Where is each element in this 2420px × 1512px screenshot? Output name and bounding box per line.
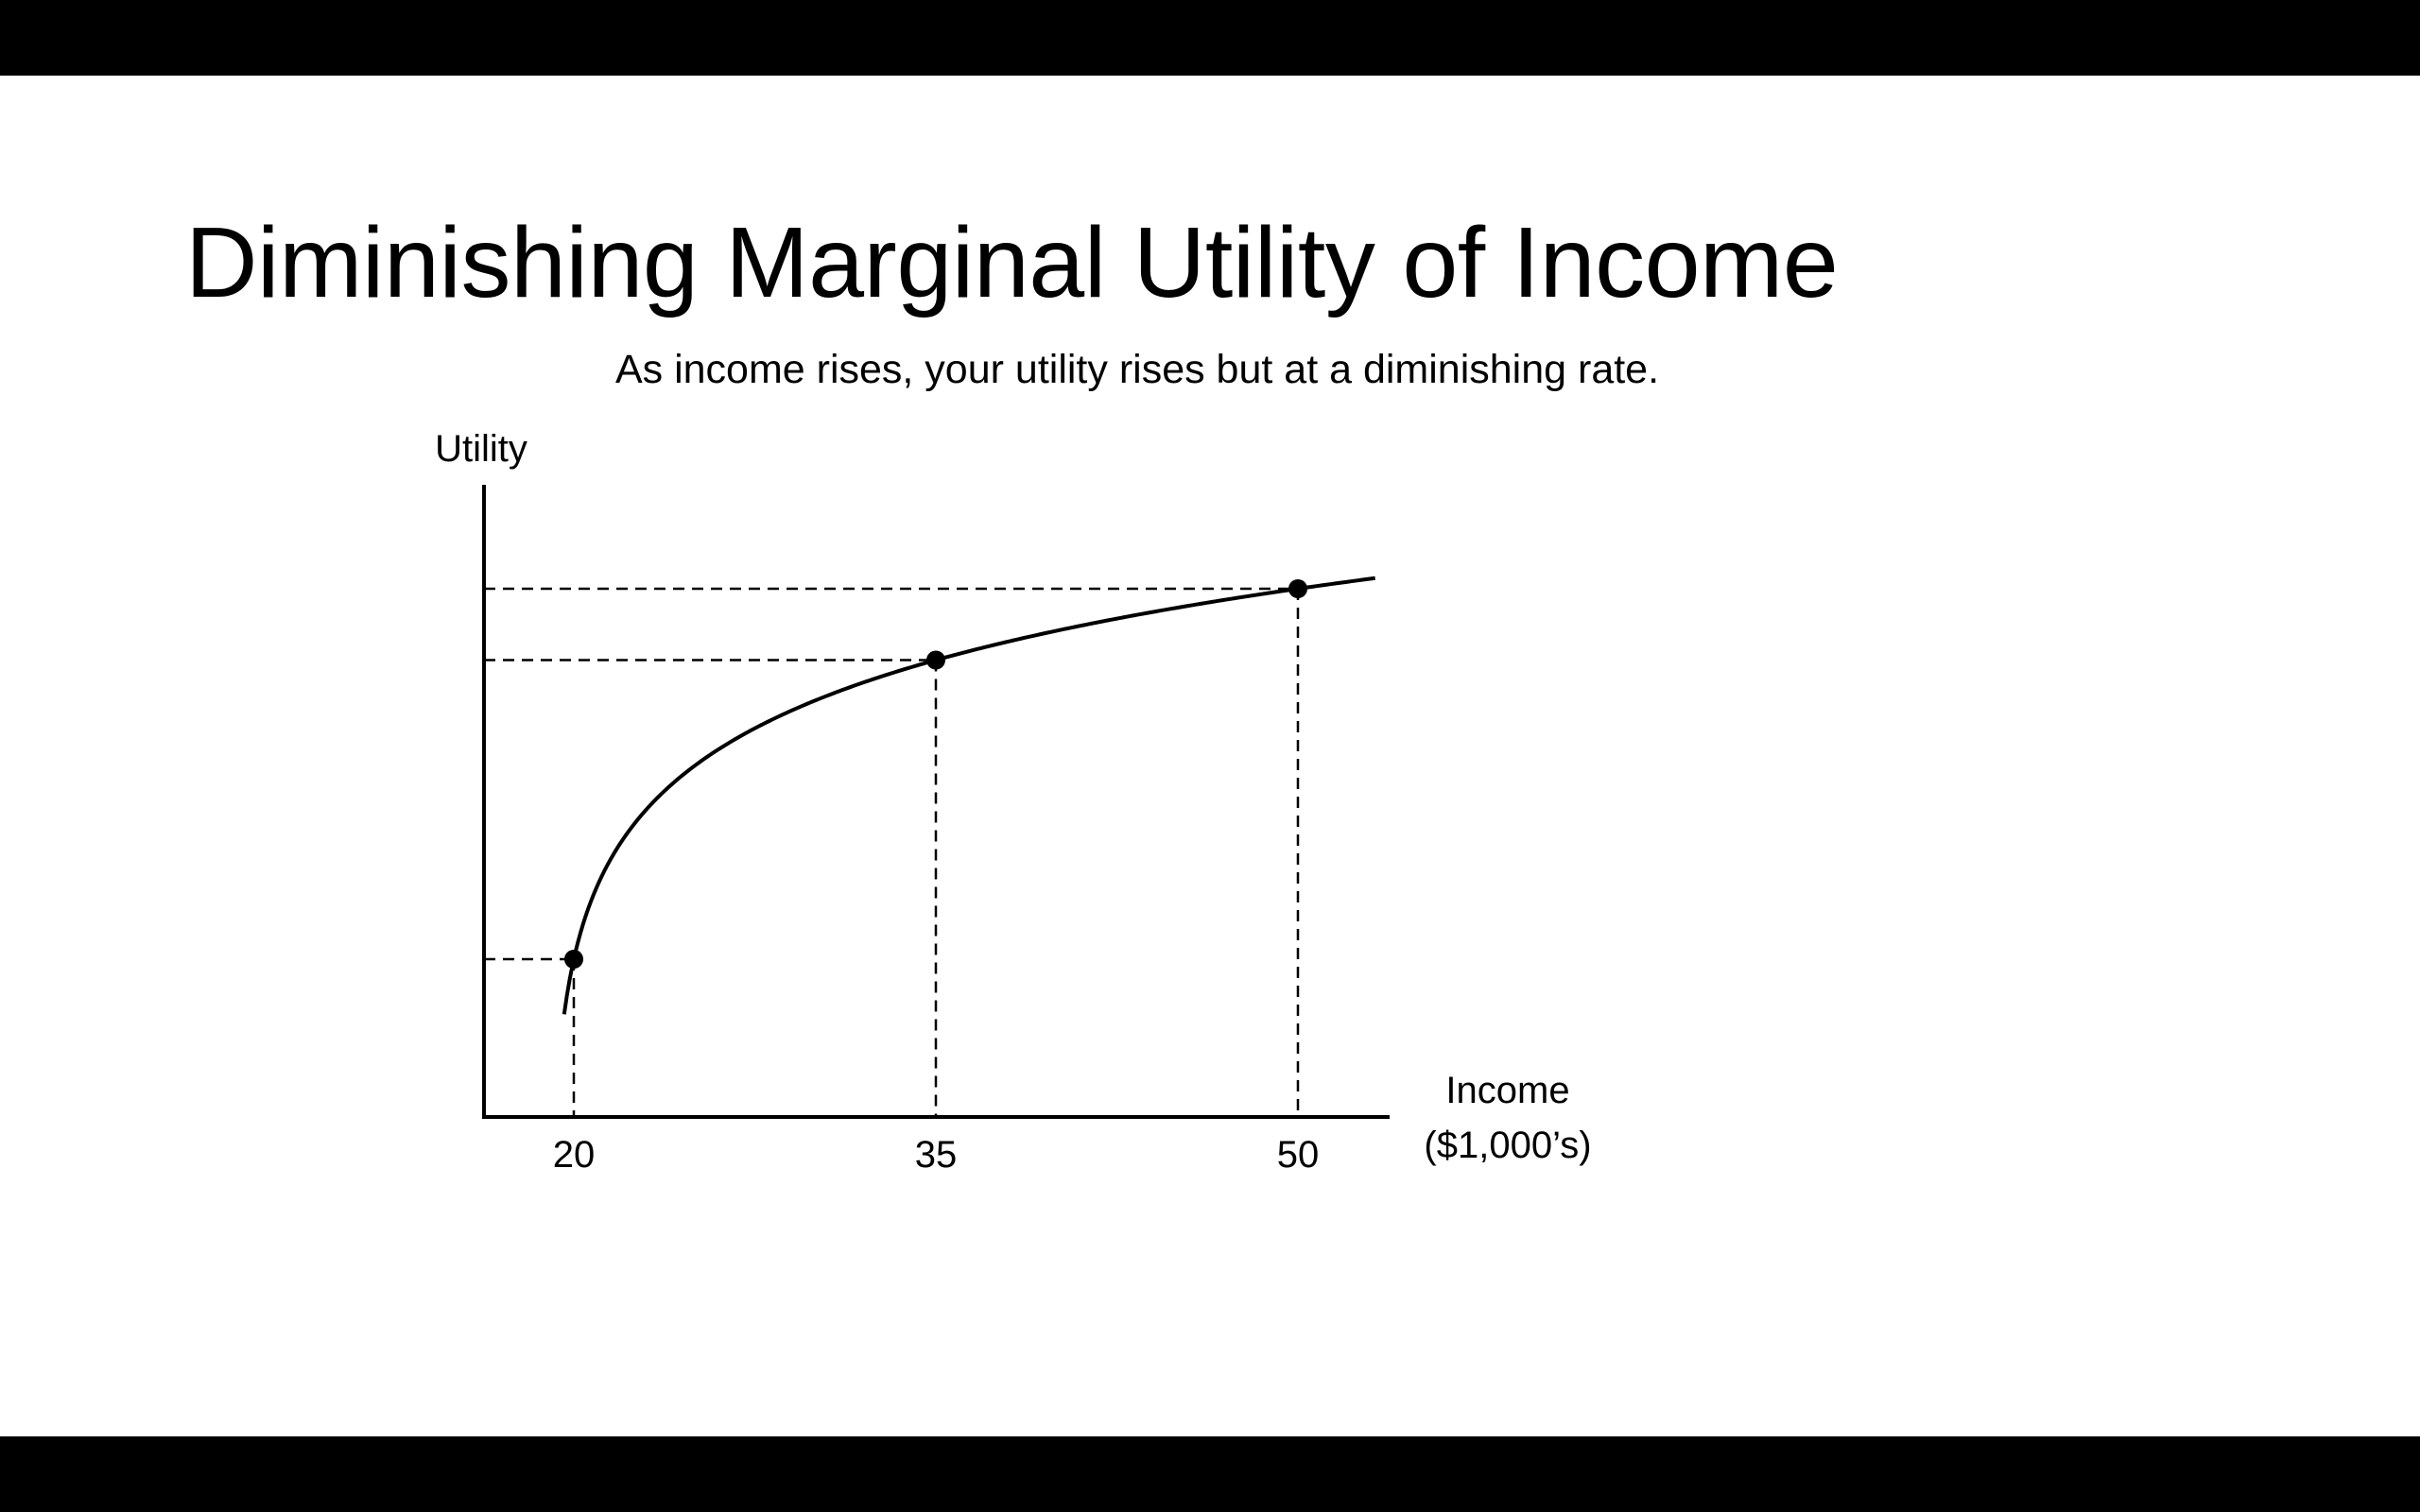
chart-layer: 20 35 50 Utility Income ($1,000’s)	[435, 428, 1591, 1176]
slide-subtitle: As income rises, your utility rises but …	[614, 347, 1660, 392]
y-axis-label: Utility	[435, 428, 527, 470]
utility-chart: 20 35 50 Utility Income ($1,000’s)	[435, 428, 1591, 1176]
letterbox-bottom	[0, 1436, 2420, 1512]
data-point-35	[926, 650, 945, 670]
utility-curve	[562, 576, 1375, 1015]
x-axis-label-line2: ($1,000’s)	[1424, 1125, 1591, 1166]
x-tick-label-35: 35	[915, 1134, 958, 1176]
slide-title: Diminishing Marginal Utility of Income	[185, 207, 1839, 318]
letterbox-top	[0, 0, 2420, 76]
x-tick-label-20: 20	[553, 1134, 596, 1176]
x-axis-label-line1: Income	[1445, 1070, 1569, 1111]
data-point-20	[564, 950, 583, 969]
x-tick-label-50: 50	[1277, 1134, 1320, 1176]
data-point-50	[1288, 579, 1307, 598]
slide: Diminishing Marginal Utility of Income A…	[0, 76, 2420, 1436]
